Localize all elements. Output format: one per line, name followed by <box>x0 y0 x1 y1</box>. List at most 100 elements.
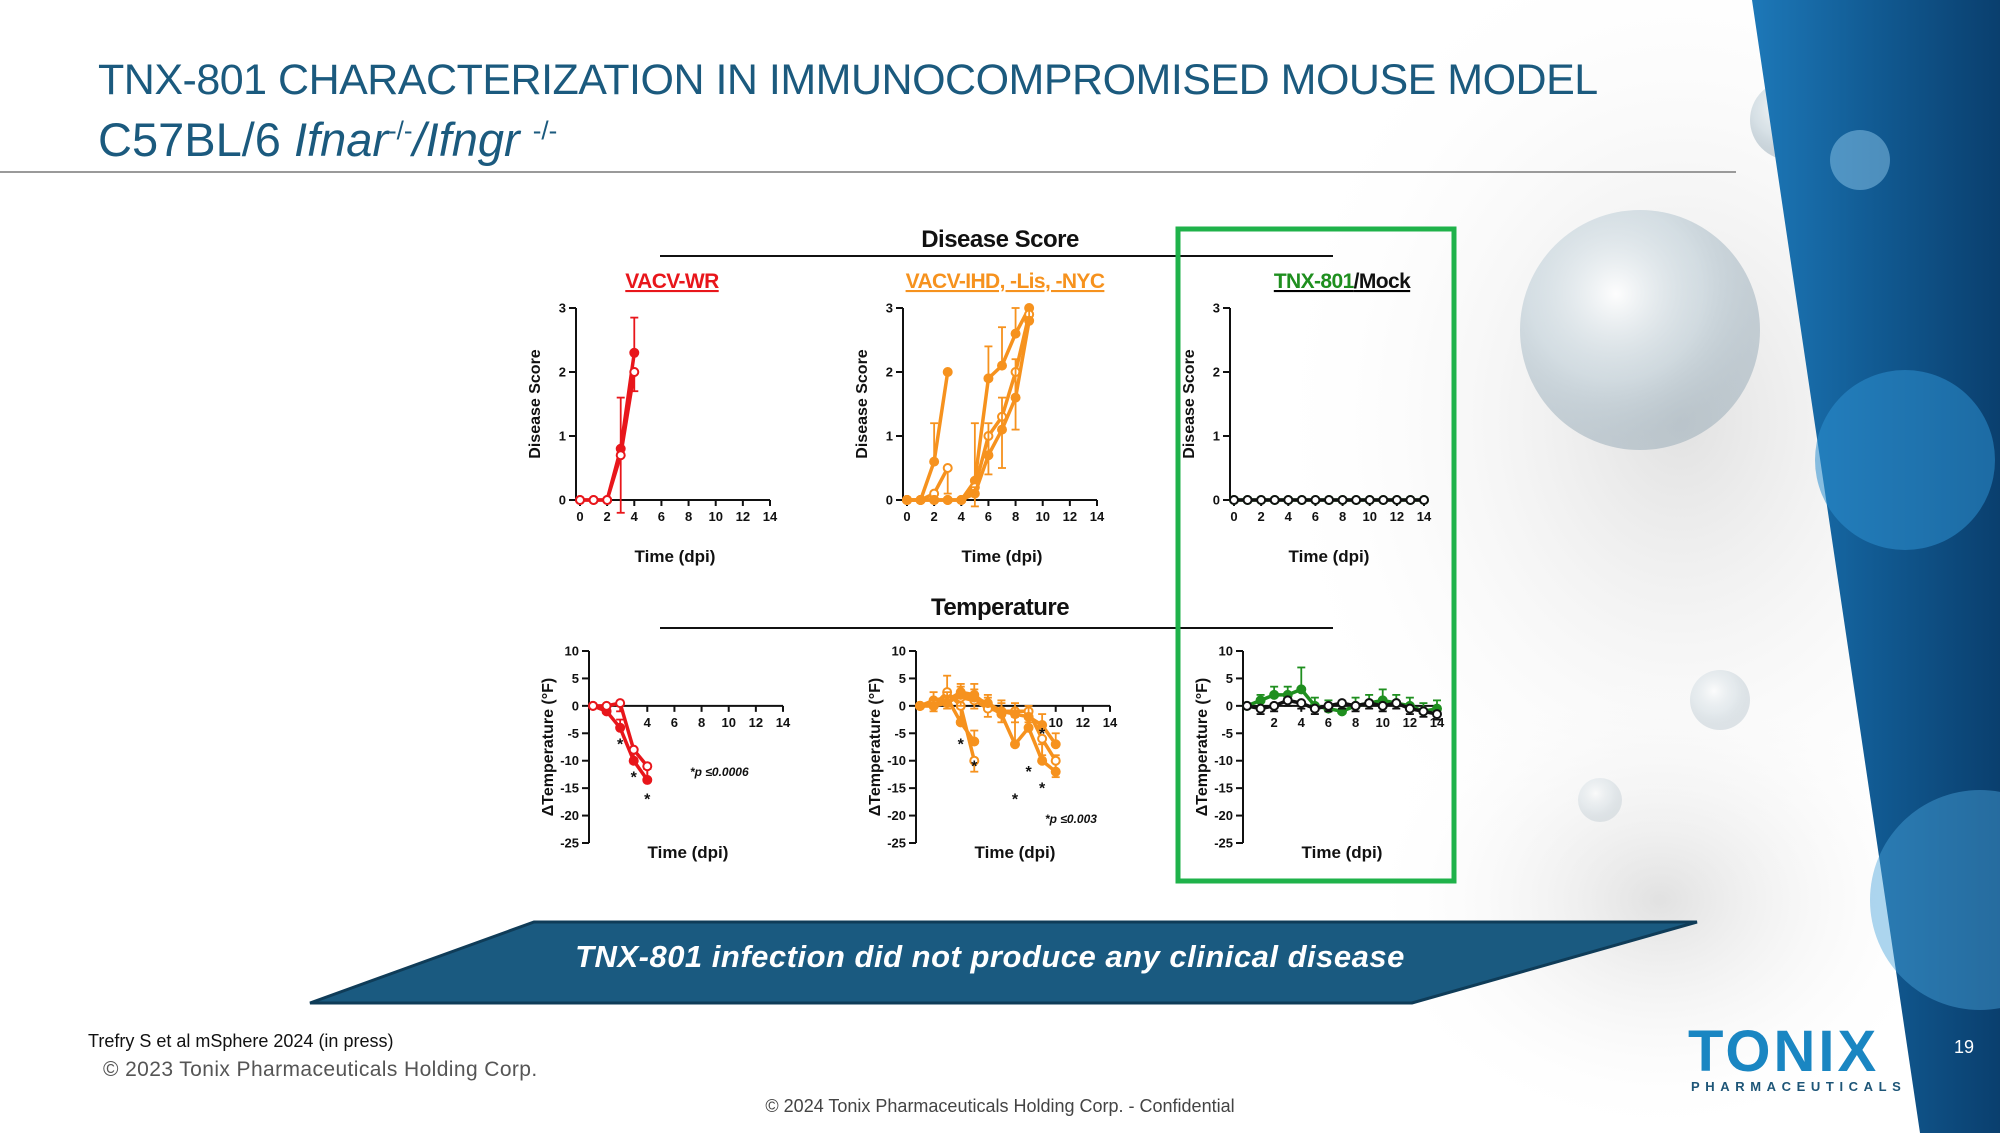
x-tick-label: 4 <box>1285 509 1293 524</box>
data-point <box>996 706 1007 717</box>
page-number: 19 <box>1954 1037 1975 1057</box>
x-tick-label: 2 <box>1271 715 1278 730</box>
subtitle-sup2: -/- <box>532 115 558 146</box>
data-point <box>1256 495 1267 505</box>
section-header-disease: Disease Score <box>921 226 1079 253</box>
y-tick-label: 5 <box>572 671 579 686</box>
x-tick-label: 10 <box>1048 715 1062 730</box>
data-point <box>1010 328 1021 339</box>
x-tick-label: 6 <box>1312 509 1319 524</box>
data-point <box>1269 700 1280 711</box>
y-tick-label: -15 <box>560 781 579 796</box>
significance-star: * <box>1039 726 1046 743</box>
data-point <box>1037 733 1048 744</box>
data-point <box>615 698 626 709</box>
y-tick-label: -5 <box>894 726 906 741</box>
x-tick-label: 12 <box>1063 509 1077 524</box>
y-tick-label: 0 <box>1226 698 1233 713</box>
banner-text: TNX-801 infection did not produce any cl… <box>575 939 1405 974</box>
tonix-logo-sub: PHARMACEUTICALS <box>1691 1079 1907 1094</box>
y-tick-label: 5 <box>899 671 906 686</box>
y-tick-label: 10 <box>565 644 579 659</box>
series-line <box>593 701 649 768</box>
y-tick-label: 5 <box>1226 671 1233 686</box>
data-point <box>601 700 612 711</box>
data-point <box>1296 684 1307 695</box>
slide-subtitle: C57BL/6 Ifnar-/-/Ifngr -/- <box>98 112 557 167</box>
data-point <box>1309 703 1320 714</box>
data-point <box>1350 700 1361 711</box>
x-tick-label: 8 <box>1012 509 1019 524</box>
x-tick-label: 10 <box>1362 509 1376 524</box>
y-tick-label: 10 <box>1219 644 1233 659</box>
x-tick-label: 0 <box>903 509 910 524</box>
p-value-annotation: *p ≤0.003 <box>1045 812 1097 826</box>
section-header-temperature: Temperature <box>931 594 1069 621</box>
panel-title-mock: /Mock <box>1354 270 1411 293</box>
data-point <box>1037 720 1048 731</box>
y-axis-label: Disease Score <box>527 349 544 459</box>
x-tick-label: 6 <box>1325 715 1332 730</box>
data-point <box>1296 698 1307 709</box>
y-tick-label: -25 <box>1214 836 1233 851</box>
data-point <box>1242 495 1253 505</box>
data-point <box>629 347 640 358</box>
y-tick-label: 2 <box>1213 365 1220 380</box>
x-tick-label: 14 <box>1103 715 1118 730</box>
y-tick-label: 0 <box>886 493 893 508</box>
data-point <box>1337 495 1348 505</box>
data-point <box>615 450 626 461</box>
data-point <box>997 424 1007 435</box>
x-tick-label: 14 <box>763 509 778 524</box>
y-tick-label: -10 <box>1214 753 1233 768</box>
y-tick-label: -15 <box>887 781 906 796</box>
significance-star: * <box>631 770 638 787</box>
x-axis-label: Time (dpi) <box>1302 843 1383 862</box>
x-tick-label: 14 <box>1430 715 1445 730</box>
subtitle-gene2: Ifngr <box>425 113 520 166</box>
panel-title-vacv-ihd: VACV-IHD, -Lis, -NYC <box>906 270 1105 293</box>
x-tick-label: 8 <box>685 509 692 524</box>
y-tick-label: -15 <box>1214 781 1233 796</box>
slide-title: TNX-801 CHARACTERIZATION IN IMMUNOCOMPRO… <box>98 56 1598 104</box>
chart-temp-vacv-wr: 10 5 0 -5 -10 -15 -20 -25 4 6 8 10 12 14 Time (dpi) ΔTe… <box>540 644 791 863</box>
data-point <box>1242 700 1252 711</box>
x-tick-label: 6 <box>671 715 678 730</box>
y-axis-label: ΔTemperature (°F) <box>1194 678 1211 817</box>
p-value-annotation: *p ≤0.0006 <box>690 765 749 779</box>
y-tick-label: -10 <box>560 753 579 768</box>
x-tick-label: 10 <box>721 715 735 730</box>
significance-star: * <box>1012 792 1019 809</box>
tnx-highlight-box <box>1175 226 1457 884</box>
y-tick-label: 2 <box>886 365 893 380</box>
x-tick-label: 12 <box>736 509 750 524</box>
data-point <box>915 700 925 711</box>
x-tick-label: 10 <box>708 509 722 524</box>
x-tick-label: 12 <box>749 715 763 730</box>
x-tick-label: 6 <box>658 509 665 524</box>
title-divider <box>0 171 1736 173</box>
data-point <box>928 700 939 711</box>
panel-title-vacv-wr: VACV-WR <box>625 270 719 293</box>
chart-temp-tnx-mock: 10 5 0 -5 -10 -15 -20 -25 2 4 6 8 10 12 14 Time (dpi) ΔT… <box>1194 644 1445 863</box>
x-tick-label: 0 <box>576 509 583 524</box>
significance-star: * <box>1039 781 1046 798</box>
x-tick-label: 14 <box>1417 509 1432 524</box>
y-tick-label: -5 <box>567 726 579 741</box>
x-tick-label: 10 <box>1035 509 1049 524</box>
significance-star: * <box>1025 764 1032 781</box>
y-tick-label: 1 <box>559 429 566 444</box>
y-tick-label: 2 <box>559 365 566 380</box>
data-point <box>942 495 953 505</box>
y-tick-label: 3 <box>1213 301 1220 316</box>
data-point <box>1404 703 1415 714</box>
data-point <box>969 692 980 703</box>
data-point <box>602 495 613 505</box>
data-point <box>628 744 639 755</box>
data-point <box>1050 755 1061 766</box>
data-point <box>969 755 980 766</box>
series-line <box>580 371 637 502</box>
